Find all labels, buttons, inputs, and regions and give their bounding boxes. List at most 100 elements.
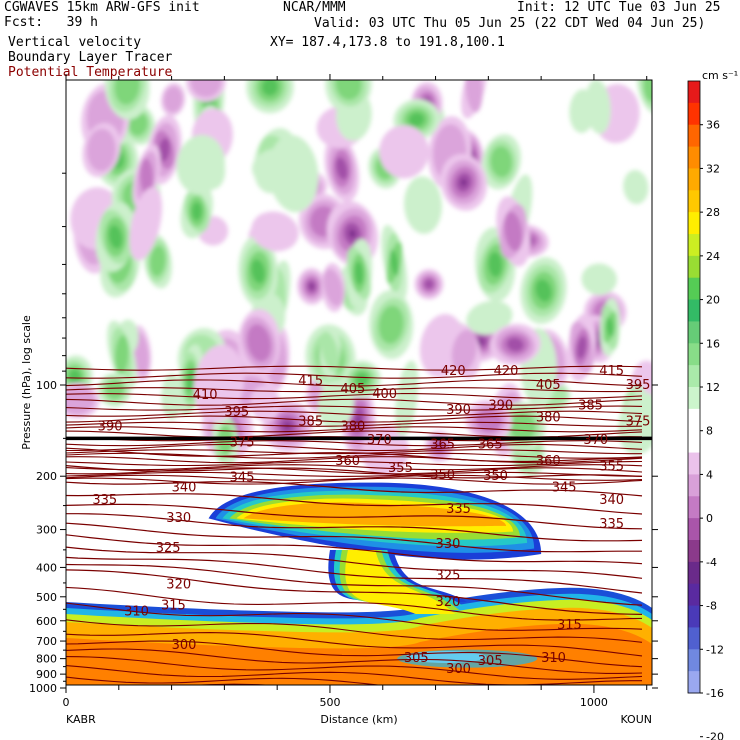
vertical-velocity-field <box>66 80 652 685</box>
theta-label: 350 <box>430 468 455 483</box>
downdraft-cell <box>246 324 272 362</box>
theta-isentrope <box>66 513 643 542</box>
theta-label: 350 <box>483 469 508 484</box>
theta-label: 300 <box>172 638 197 653</box>
colorbar-swatch <box>688 408 700 432</box>
theta-isentrope <box>66 503 643 530</box>
updraft-cell <box>535 279 552 302</box>
theta-isentrope <box>66 379 643 387</box>
colorbar-swatch <box>688 605 700 628</box>
updraft-cell <box>114 80 140 105</box>
theta-isentrope <box>66 443 643 452</box>
theta-isentrope <box>66 474 643 481</box>
theta-isentrope <box>66 415 643 423</box>
downdraft-cell <box>139 158 154 196</box>
updraft-cell <box>335 80 362 100</box>
downdraft-cell <box>504 211 523 252</box>
colorbar-swatch <box>688 299 700 322</box>
updraft-cell <box>585 80 611 134</box>
theta-isentrope <box>66 426 643 433</box>
colorbar-label: -20 <box>706 731 724 740</box>
y-tick-label: 1000 <box>29 682 57 695</box>
y-tick-label: 600 <box>36 615 57 628</box>
updraft-cell <box>105 380 124 400</box>
updraft-cell <box>261 80 279 96</box>
theta-isentrope <box>66 481 643 497</box>
downdraft-cell <box>129 186 163 261</box>
theta-label: 400 <box>372 387 397 402</box>
colorbar-swatch <box>688 387 700 410</box>
theta-label: 325 <box>436 568 461 583</box>
theta-label: 340 <box>172 481 197 496</box>
theta-label: 420 <box>494 364 519 379</box>
theta-isentrope <box>66 569 643 615</box>
updraft-cell <box>355 373 369 386</box>
theta-isentrope <box>66 456 643 464</box>
cross-section-endpoints: XY= 187.4,173.8 to 191.8,100.1 <box>270 35 505 50</box>
colorbar-label: 20 <box>706 294 720 307</box>
theta-label: 385 <box>578 399 603 414</box>
tracer-plume <box>243 502 507 527</box>
colorbar-unit: cm s⁻¹ <box>702 69 738 82</box>
center-label: NCAR/MMM <box>283 0 346 15</box>
colorbar-swatch <box>688 540 700 563</box>
updraft-cell <box>606 317 614 337</box>
downdraft-cell <box>424 279 434 290</box>
x-axis-label: Distance (km) <box>320 713 397 726</box>
theta-label: 365 <box>430 437 455 452</box>
theta-label: 405 <box>341 382 366 397</box>
updraft-cell <box>268 135 319 213</box>
theta-isentrope <box>66 421 643 427</box>
theta-label: 375 <box>230 436 255 451</box>
theta-isentrope <box>66 387 643 393</box>
updraft-cell <box>466 300 513 335</box>
theta-label: 315 <box>161 599 186 614</box>
theta-isentrope <box>66 440 643 447</box>
x-start-station: KABR <box>66 713 96 726</box>
theta-label: 335 <box>446 502 471 517</box>
theta-label: 330 <box>166 511 191 526</box>
theta-label: 325 <box>156 541 181 556</box>
theta-isentrope <box>66 449 642 455</box>
colorbar-swatch <box>688 321 700 344</box>
colorbar-swatch <box>688 277 700 301</box>
colorbar-swatch <box>688 212 700 235</box>
updraft-cell <box>581 263 617 295</box>
theta-isentrope <box>66 640 643 668</box>
updraft-cell <box>509 412 536 441</box>
downdraft-cell <box>163 86 183 113</box>
updraft-cell <box>390 249 399 276</box>
y-tick-label: 300 <box>36 524 57 537</box>
field-label-potential-temperature: Potential Temperature <box>8 65 173 80</box>
updraft-cell <box>354 261 364 285</box>
mixed-layer-gap-edge <box>397 649 538 668</box>
y-tick-label: 200 <box>36 470 57 483</box>
theta-label: 375 <box>626 415 651 430</box>
colorbar-swatch <box>688 518 700 541</box>
init-time: Init: 12 UTC Tue 03 Jun 25 <box>517 0 721 15</box>
colorbar-swatch <box>688 81 700 104</box>
colorbar-swatch <box>688 365 700 388</box>
theta-label: 395 <box>626 378 651 393</box>
downdraft-cell <box>506 337 524 352</box>
theta-label: 320 <box>436 595 461 610</box>
theta-label: 390 <box>488 399 513 414</box>
downdraft-cell <box>158 138 171 162</box>
y-tick-label: 400 <box>36 561 57 574</box>
theta-label: 380 <box>536 410 561 425</box>
colorbar-swatch <box>688 561 700 585</box>
downdraft-cell <box>465 80 483 113</box>
downdraft-cell <box>379 125 429 179</box>
theta-isentrope <box>66 477 643 485</box>
plot-frame <box>65 79 653 686</box>
downdraft-cell <box>87 128 116 172</box>
theta-isentrope <box>190 683 274 685</box>
theta-isentrope <box>66 464 643 471</box>
theta-label: 300 <box>446 662 471 677</box>
theta-label: 320 <box>166 577 191 592</box>
x-tick-label: 0 <box>63 696 70 709</box>
theta-isentrope <box>66 556 643 594</box>
theta-label: 340 <box>599 493 624 508</box>
downdraft-cell <box>323 268 344 307</box>
